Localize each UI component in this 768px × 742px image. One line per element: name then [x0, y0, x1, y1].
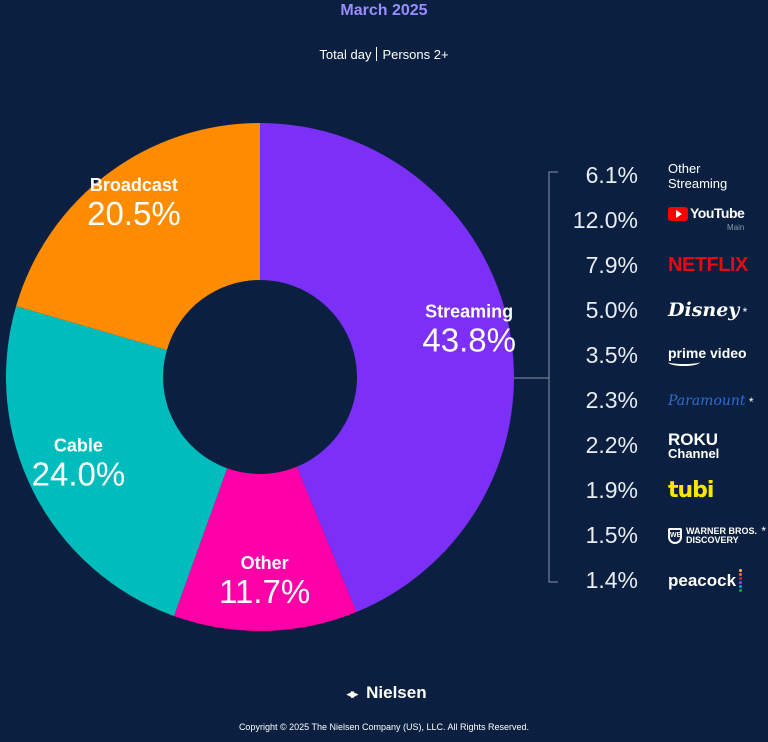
slice-value-other: 11.7% [219, 573, 310, 610]
youtube-logo: YouTube Main [668, 198, 745, 243]
other-streaming-line1: Other [668, 160, 701, 176]
slice-label-streaming: Streaming [425, 302, 513, 322]
chart-subtitle: Total day Persons 2+ [0, 47, 768, 62]
legend-row-prime-video: 3.5% prime video [560, 333, 760, 378]
prime-video-wordmark: prime video [668, 344, 747, 361]
copyright-notice: Copyright © 2025 The Nielsen Company (US… [238, 722, 530, 732]
wb-shield-icon: WB [668, 527, 682, 544]
disney-logo: Disney [668, 298, 740, 321]
youtube-play-icon [668, 206, 688, 221]
slice-value-streaming: 43.8% [422, 322, 516, 359]
other-streaming-label: Other Streaming [668, 153, 727, 198]
prime-video-logo: prime video [668, 333, 747, 378]
legend-value: 5.0% [585, 297, 638, 323]
slice-other [173, 466, 357, 632]
asterisk-note: * [761, 523, 767, 538]
legend-row-paramount: 2.3% Paramount * [560, 378, 760, 423]
legend-row-youtube: 12.0% YouTube Main [560, 198, 760, 243]
legend-value: 7.9% [585, 252, 638, 278]
asterisk-note: * [742, 304, 748, 319]
peacock-wordmark: peacock [668, 571, 737, 590]
slice-cable [6, 306, 228, 616]
legend-value: 6.1% [585, 162, 638, 188]
nielsen-mark-icon: ◂▸ [346, 686, 358, 701]
nielsen-wordmark: Nielsen [366, 683, 427, 702]
slice-label-cable: Cable [54, 436, 103, 456]
legend-row-wbd: 1.5% WB WARNER BROS. DISCOVERY * [560, 513, 766, 558]
wbd-line1: WARNER BROS. [686, 525, 758, 536]
legend-row-disney: 5.0% Disney * [560, 288, 760, 333]
nielsen-logo: ◂▸ Nielsen [0, 683, 768, 703]
legend-value: 1.4% [585, 567, 638, 593]
chart-title: March 2025 [340, 2, 428, 19]
legend-row-netflix: 7.9% NETFLIX [560, 243, 760, 288]
tubi-logo: tubi [668, 478, 714, 503]
roku-channel-logo: ROKU Channel [668, 423, 719, 468]
legend-value: 2.2% [585, 432, 638, 458]
slice-value-broadcast: 20.5% [87, 195, 181, 232]
donut-slices [6, 123, 514, 632]
prime-smile-icon [668, 358, 700, 366]
subtitle-daypart: Total day [319, 47, 372, 62]
netflix-logo: NETFLIX [668, 254, 748, 276]
subtitle-divider [376, 47, 378, 61]
slice-value-cable: 24.0% [32, 456, 126, 493]
warner-bros-discovery-logo: WB WARNER BROS. DISCOVERY [668, 525, 758, 545]
peacock-logo: peacock [668, 569, 743, 592]
legend-value: 1.5% [585, 522, 638, 548]
legend-value: 2.3% [585, 387, 638, 413]
bracket-line [548, 171, 558, 583]
youtube-sub: Main [726, 223, 745, 232]
legend-value: 12.0% [572, 207, 638, 233]
slice-broadcast [16, 123, 260, 350]
roku-wordmark: ROKU [668, 429, 719, 449]
paramount-logo: Paramount [668, 392, 746, 409]
streaming-breakdown-bracket [514, 171, 558, 583]
legend-row-other-streaming: 6.1% Other Streaming [560, 153, 760, 198]
asterisk-note: * [748, 394, 754, 409]
peacock-dots-icon [739, 569, 743, 592]
legend-value: 3.5% [585, 342, 638, 368]
subtitle-audience: Persons 2+ [382, 47, 449, 62]
legend-row-peacock: 1.4% peacock [560, 558, 760, 603]
youtube-wordmark: YouTube [690, 205, 745, 221]
legend-row-tubi: 1.9% tubi [560, 468, 760, 513]
roku-channel-text: Channel [668, 445, 720, 461]
slice-label-other: Other [241, 553, 289, 573]
wbd-line2: DISCOVERY [686, 534, 739, 545]
slice-label-broadcast: Broadcast [90, 175, 178, 195]
legend-row-roku: 2.2% ROKU Channel [560, 423, 760, 468]
slice-streaming [260, 123, 514, 612]
legend-value: 1.9% [585, 477, 638, 503]
other-streaming-line2: Streaming [668, 175, 728, 191]
